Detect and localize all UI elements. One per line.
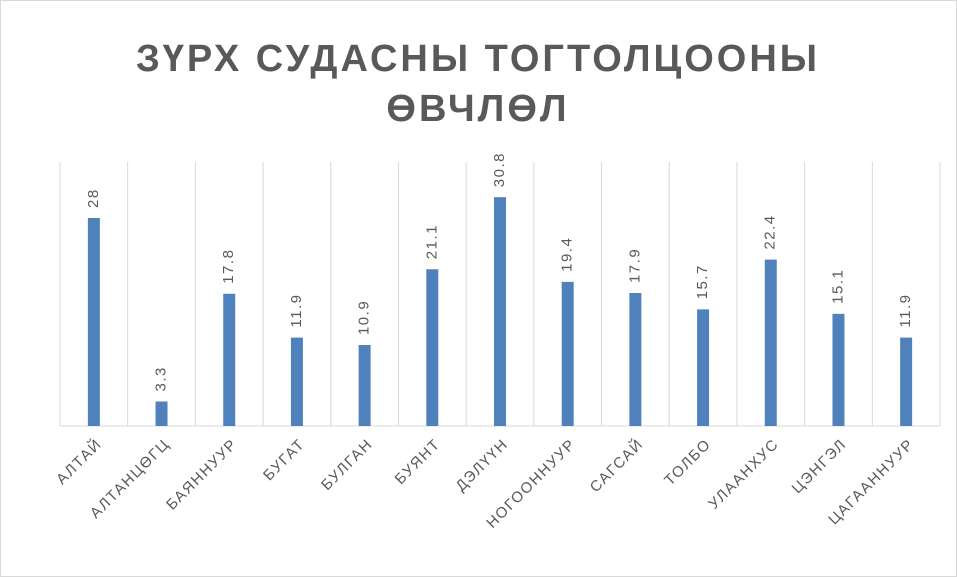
x-tick-label: УЛААНХУС (705, 436, 782, 513)
data-label: 15.7 (694, 264, 711, 299)
bar (832, 313, 845, 426)
x-tick-label: АЛТАЙ (52, 435, 105, 488)
data-label: 17.8 (220, 249, 237, 284)
x-tick-label: ДЭЛҮҮН (452, 436, 511, 495)
bar (290, 337, 303, 426)
bar (87, 218, 100, 426)
x-tick-label: ТОЛБО (661, 436, 715, 490)
data-label: 11.9 (288, 294, 305, 328)
x-tick-label: САГСАЙ (586, 435, 647, 496)
x-tick-label: БАЯННУУР (163, 436, 241, 514)
bar (426, 269, 439, 426)
x-tick-label: БУГАТ (260, 436, 309, 485)
bar (764, 259, 777, 426)
x-tick-label: БУЛГАН (318, 436, 376, 494)
bar (155, 401, 168, 426)
bar (697, 309, 710, 426)
data-label: 15.1 (829, 269, 846, 304)
data-label: 22.4 (762, 214, 779, 249)
bar (358, 345, 371, 426)
data-label: 19.4 (559, 237, 576, 272)
x-tick-label: ЦЭНГЭЛ (789, 436, 850, 497)
data-label: 21.1 (423, 224, 440, 259)
data-label: 17.9 (626, 248, 643, 283)
data-label: 28 (85, 188, 102, 208)
x-tick-label: БУЯНТ (392, 436, 444, 488)
bar (223, 293, 236, 426)
bar (900, 337, 913, 426)
data-label: 10.9 (356, 300, 373, 335)
bar (561, 281, 574, 426)
data-label: 11.9 (897, 294, 914, 328)
bar (629, 293, 642, 426)
chart-title: ЗҮРХ СУДАСНЫ ТОГТОЛЦООНЫ ӨВЧЛӨЛ (135, 38, 821, 130)
bar (494, 197, 506, 426)
data-label: 3.3 (153, 366, 170, 391)
data-label: 30.8 (491, 152, 508, 187)
